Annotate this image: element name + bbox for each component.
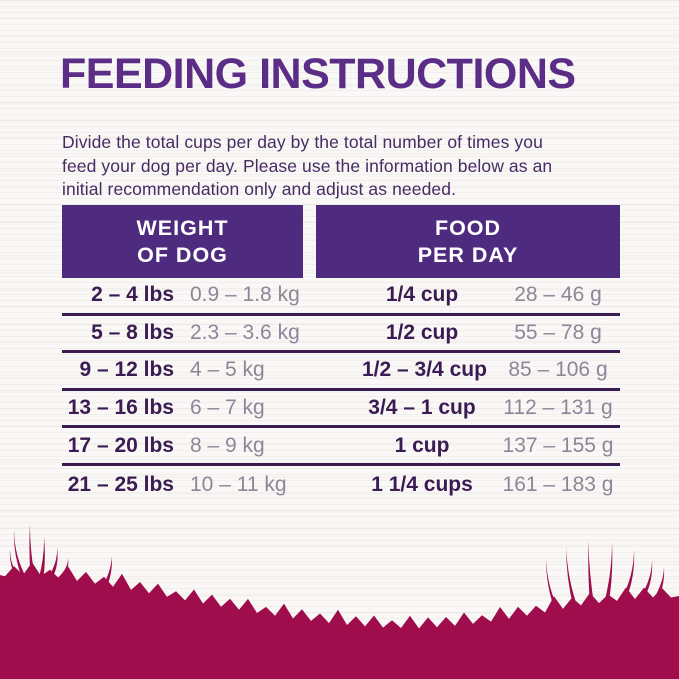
table-header-row: WEIGHT OF DOG FOOD PER DAY bbox=[62, 205, 620, 278]
table-row: 9 – 12 lbs 4 – 5 kg 1/2 – 3/4 cup 85 – 1… bbox=[62, 353, 620, 391]
table-row: 2 – 4 lbs 0.9 – 1.8 kg 1/4 cup 28 – 46 g bbox=[62, 278, 620, 316]
food-cups-cell: 1/2 cup bbox=[385, 320, 459, 344]
food-grams-cell: 112 – 131 g bbox=[503, 396, 613, 420]
food-grams-cell: 28 – 46 g bbox=[514, 283, 602, 307]
table-row: 21 – 25 lbs 10 – 11 kg 1 1/4 cups 161 – … bbox=[62, 466, 620, 504]
food-header-line-1: FOOD bbox=[434, 215, 502, 240]
food-header-line-2: PER DAY bbox=[417, 242, 519, 267]
food-cups-cell: 1/2 – 3/4 cup bbox=[362, 358, 487, 382]
description-text: Divide the total cups per day by the tot… bbox=[62, 131, 637, 202]
weight-kg-cell: 8 – 9 kg bbox=[190, 433, 265, 457]
weight-header-line-1: WEIGHT bbox=[136, 215, 229, 240]
description-line-2: feed your dog per day. Please use the in… bbox=[62, 155, 553, 176]
food-cups-cell: 3/4 – 1 cup bbox=[368, 396, 476, 420]
table-row: 13 – 16 lbs 6 – 7 kg 3/4 – 1 cup 112 – 1… bbox=[62, 391, 620, 429]
weight-header-line-2: OF DOG bbox=[137, 242, 228, 267]
food-per-day-header: FOOD PER DAY bbox=[316, 205, 620, 278]
food-cups-cell: 1/4 cup bbox=[385, 283, 459, 307]
table-row: 5 – 8 lbs 2.3 – 3.6 kg 1/2 cup 55 – 78 g bbox=[62, 316, 620, 354]
grass-silhouette-graphic bbox=[0, 524, 679, 679]
weight-kg-cell: 0.9 – 1.8 kg bbox=[190, 283, 300, 307]
weight-lbs-cell: 13 – 16 lbs bbox=[67, 396, 174, 420]
description-line-3: initial recommendation only and adjust a… bbox=[62, 179, 457, 199]
food-cups-cell: 1 cup bbox=[394, 433, 450, 457]
weight-of-dog-header: WEIGHT OF DOG bbox=[62, 205, 303, 278]
food-grams-cell: 85 – 106 g bbox=[508, 358, 608, 382]
grass-hill-shape bbox=[0, 562, 679, 679]
weight-lbs-cell: 9 – 12 lbs bbox=[79, 358, 174, 382]
food-grams-cell: 137 – 155 g bbox=[502, 433, 614, 457]
weight-lbs-cell: 2 – 4 lbs bbox=[91, 283, 174, 307]
weight-kg-cell: 4 – 5 kg bbox=[190, 358, 265, 382]
description-line-1: Divide the total cups per day by the tot… bbox=[62, 132, 543, 152]
food-grams-cell: 55 – 78 g bbox=[514, 320, 602, 344]
weight-lbs-cell: 21 – 25 lbs bbox=[67, 472, 174, 496]
table-row: 17 – 20 lbs 8 – 9 kg 1 cup 137 – 155 g bbox=[62, 428, 620, 466]
weight-lbs-cell: 17 – 20 lbs bbox=[67, 433, 174, 457]
weight-kg-cell: 6 – 7 kg bbox=[190, 396, 265, 420]
weight-kg-cell: 10 – 11 kg bbox=[190, 472, 287, 496]
feeding-table: WEIGHT OF DOG FOOD PER DAY 2 – 4 lbs 0.9… bbox=[62, 205, 620, 504]
weight-lbs-cell: 5 – 8 lbs bbox=[91, 320, 174, 344]
food-grams-cell: 161 – 183 g bbox=[502, 472, 614, 496]
weight-kg-cell: 2.3 – 3.6 kg bbox=[190, 320, 300, 344]
food-cups-cell: 1 1/4 cups bbox=[371, 472, 473, 496]
page-title: FEEDING INSTRUCTIONS bbox=[60, 50, 576, 98]
